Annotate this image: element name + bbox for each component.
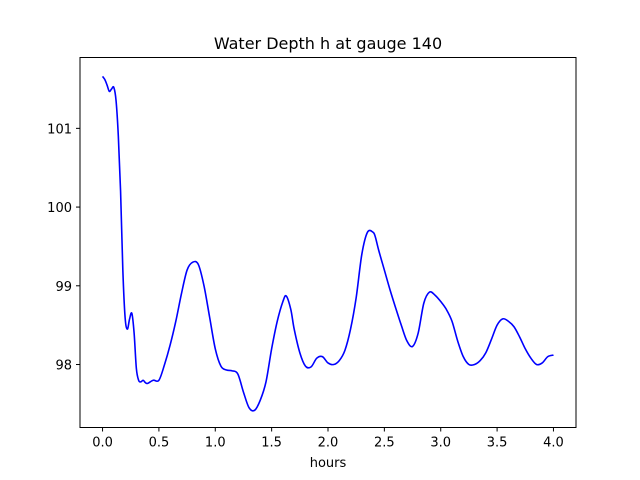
x-axis: 0.0 0.5 1.0 1.5 2.0 2.5 3.0 3.5 4.0 xyxy=(92,427,564,451)
y-tick-label: 99 xyxy=(55,280,72,295)
x-axis-label: hours xyxy=(310,456,347,471)
x-tick-label: 3.5 xyxy=(487,436,508,451)
y-tick-label: 100 xyxy=(47,201,72,216)
x-tick-label: 4.0 xyxy=(543,436,564,451)
x-tick-label: 1.5 xyxy=(261,436,282,451)
y-axis: 98 99 100 101 xyxy=(47,122,80,374)
x-tick-label: 1.0 xyxy=(205,436,226,451)
y-tick-label: 98 xyxy=(55,359,72,374)
x-tick-label: 0.5 xyxy=(149,436,170,451)
x-tick-label: 3.0 xyxy=(430,436,451,451)
x-tick-label: 2.5 xyxy=(374,436,395,451)
plot-frame xyxy=(79,57,577,428)
chart-title: Water Depth h at gauge 140 xyxy=(214,34,442,53)
series-line-water-depth xyxy=(101,75,554,412)
y-tick-label: 101 xyxy=(47,122,72,137)
x-tick-label: 0.0 xyxy=(92,436,113,451)
x-tick-label: 2.0 xyxy=(318,436,339,451)
